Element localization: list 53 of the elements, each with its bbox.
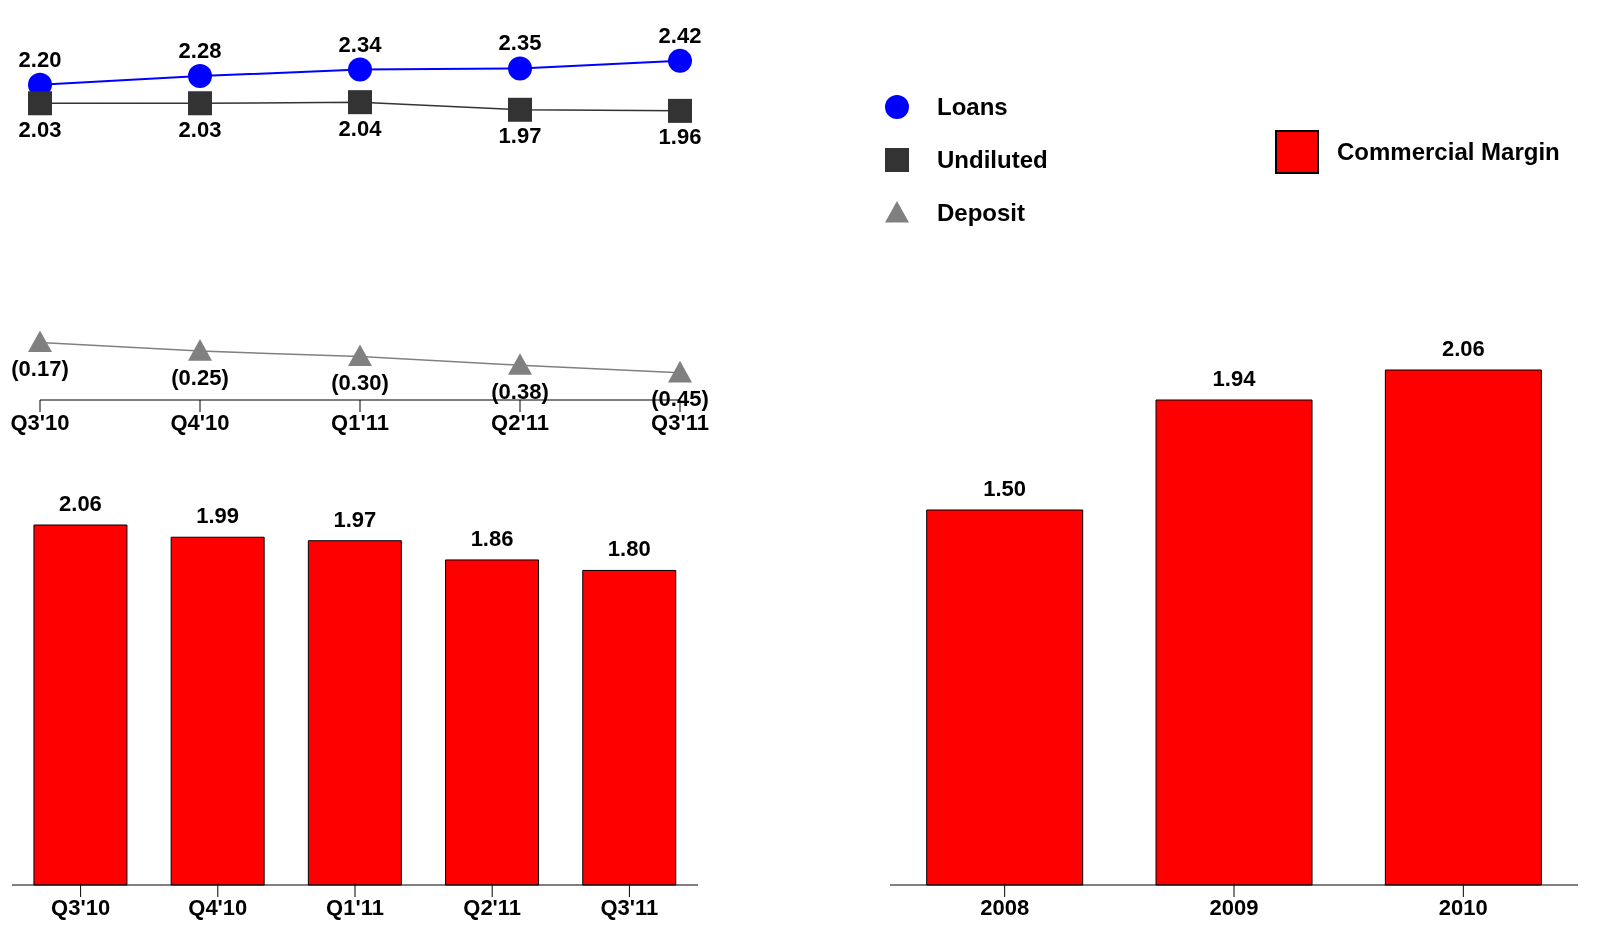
point — [508, 353, 532, 375]
point — [28, 91, 52, 116]
data-label: 1.86 — [470, 525, 514, 551]
data-label: 1.97 — [498, 123, 542, 149]
x-tick-label: Q2'11 — [491, 409, 549, 435]
legend-label: Deposit — [937, 198, 1026, 227]
legend-label: Loans — [937, 92, 1008, 121]
x-tick-label: 2010 — [1438, 894, 1488, 920]
data-label: 2.04 — [338, 115, 383, 141]
data-label: 1.50 — [983, 476, 1027, 501]
point — [188, 91, 212, 116]
data-label: (0.17) — [11, 356, 69, 382]
data-label: 2.35 — [498, 30, 542, 56]
x-tick-label: Q1'11 — [331, 409, 389, 435]
point — [188, 64, 212, 89]
data-label: 1.99 — [196, 503, 240, 529]
point — [348, 344, 372, 367]
data-label: 1.97 — [333, 506, 377, 532]
data-label: (0.45) — [651, 386, 709, 412]
data-label: 2.06 — [59, 491, 102, 516]
x-tick-label: Q3'10 — [51, 894, 111, 920]
point — [508, 97, 532, 122]
point — [668, 360, 692, 383]
data-label: 2.03 — [178, 116, 222, 142]
legend-label: Undiluted — [937, 145, 1048, 174]
x-tick-label: 2009 — [1209, 894, 1259, 920]
data-label: 1.80 — [607, 536, 651, 562]
point — [668, 48, 692, 73]
data-label: 2.28 — [178, 38, 222, 64]
x-tick-label: Q2'11 — [463, 894, 522, 920]
data-label: 1.96 — [658, 124, 702, 150]
x-tick-label: Q1'11 — [326, 894, 384, 920]
data-label: (0.25) — [171, 364, 229, 390]
point — [508, 56, 532, 81]
x-tick-label: Q4'10 — [188, 894, 248, 920]
point — [188, 339, 212, 361]
point — [348, 90, 372, 115]
point — [668, 98, 692, 123]
data-label: 1.94 — [1212, 366, 1257, 391]
x-tick-label: Q3'10 — [10, 409, 70, 435]
data-label: (0.30) — [331, 370, 389, 396]
data-label: 2.20 — [18, 46, 62, 72]
x-tick-label: Q4'10 — [170, 409, 230, 435]
legend-label: Commercial Margin — [1337, 137, 1560, 166]
data-label: 2.42 — [658, 22, 702, 48]
point — [28, 330, 52, 352]
x-tick-label: Q3'11 — [600, 894, 659, 920]
point — [348, 57, 372, 82]
data-label: 2.03 — [18, 116, 62, 142]
data-label: 2.34 — [338, 31, 383, 57]
data-label: 2.06 — [1441, 336, 1485, 361]
x-tick-label: 2008 — [980, 894, 1030, 920]
data-label: (0.38) — [491, 378, 549, 404]
